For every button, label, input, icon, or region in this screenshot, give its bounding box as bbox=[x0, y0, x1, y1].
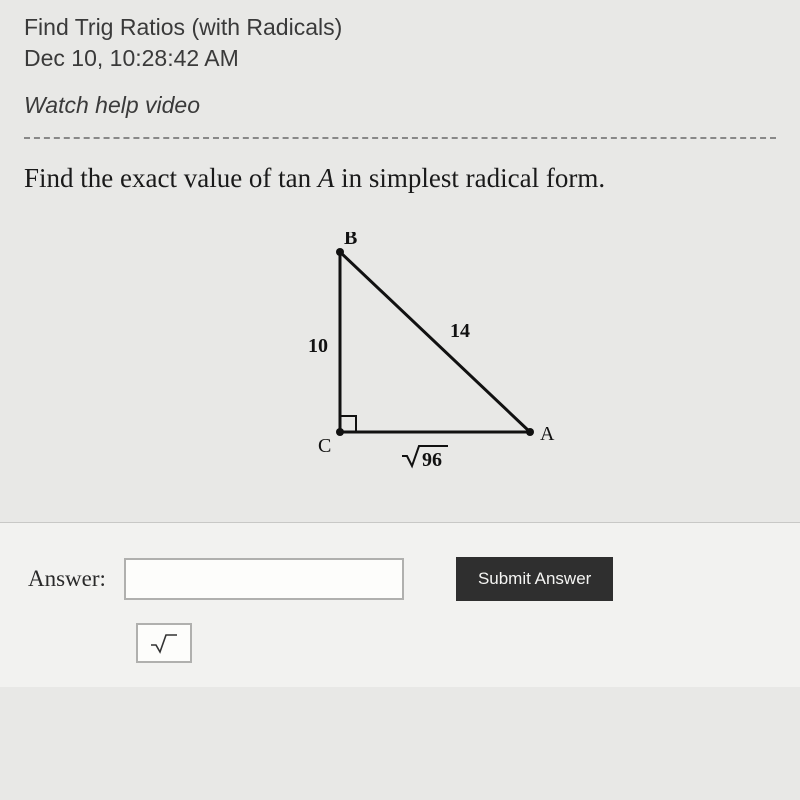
answer-input[interactable] bbox=[124, 558, 404, 600]
answer-panel: Answer: Submit Answer bbox=[0, 522, 800, 687]
lesson-title: Find Trig Ratios (with Radicals) bbox=[24, 12, 776, 43]
svg-text:A: A bbox=[540, 423, 555, 445]
svg-text:B: B bbox=[344, 232, 357, 249]
section-divider bbox=[24, 137, 776, 139]
svg-text:10: 10 bbox=[308, 335, 328, 357]
question-variable: A bbox=[318, 163, 335, 193]
svg-text:C: C bbox=[318, 435, 331, 457]
sqrt-tool-button[interactable] bbox=[136, 623, 192, 663]
submit-button[interactable]: Submit Answer bbox=[456, 557, 613, 601]
svg-text:14: 14 bbox=[450, 320, 470, 342]
svg-text:96: 96 bbox=[422, 449, 442, 471]
question-suffix: in simplest radical form. bbox=[334, 163, 605, 193]
question-func: tan bbox=[278, 163, 318, 193]
answer-label: Answer: bbox=[28, 566, 106, 592]
question-text: Find the exact value of tan A in simples… bbox=[24, 161, 776, 196]
question-prefix: Find the exact value of bbox=[24, 163, 278, 193]
timestamp: Dec 10, 10:28:42 AM bbox=[24, 43, 776, 74]
triangle-diagram: B C A 10 14 96 bbox=[24, 232, 776, 492]
help-video-link[interactable]: Watch help video bbox=[24, 92, 200, 119]
triangle-svg: B C A 10 14 96 bbox=[210, 232, 590, 492]
sqrt-icon bbox=[149, 632, 179, 654]
